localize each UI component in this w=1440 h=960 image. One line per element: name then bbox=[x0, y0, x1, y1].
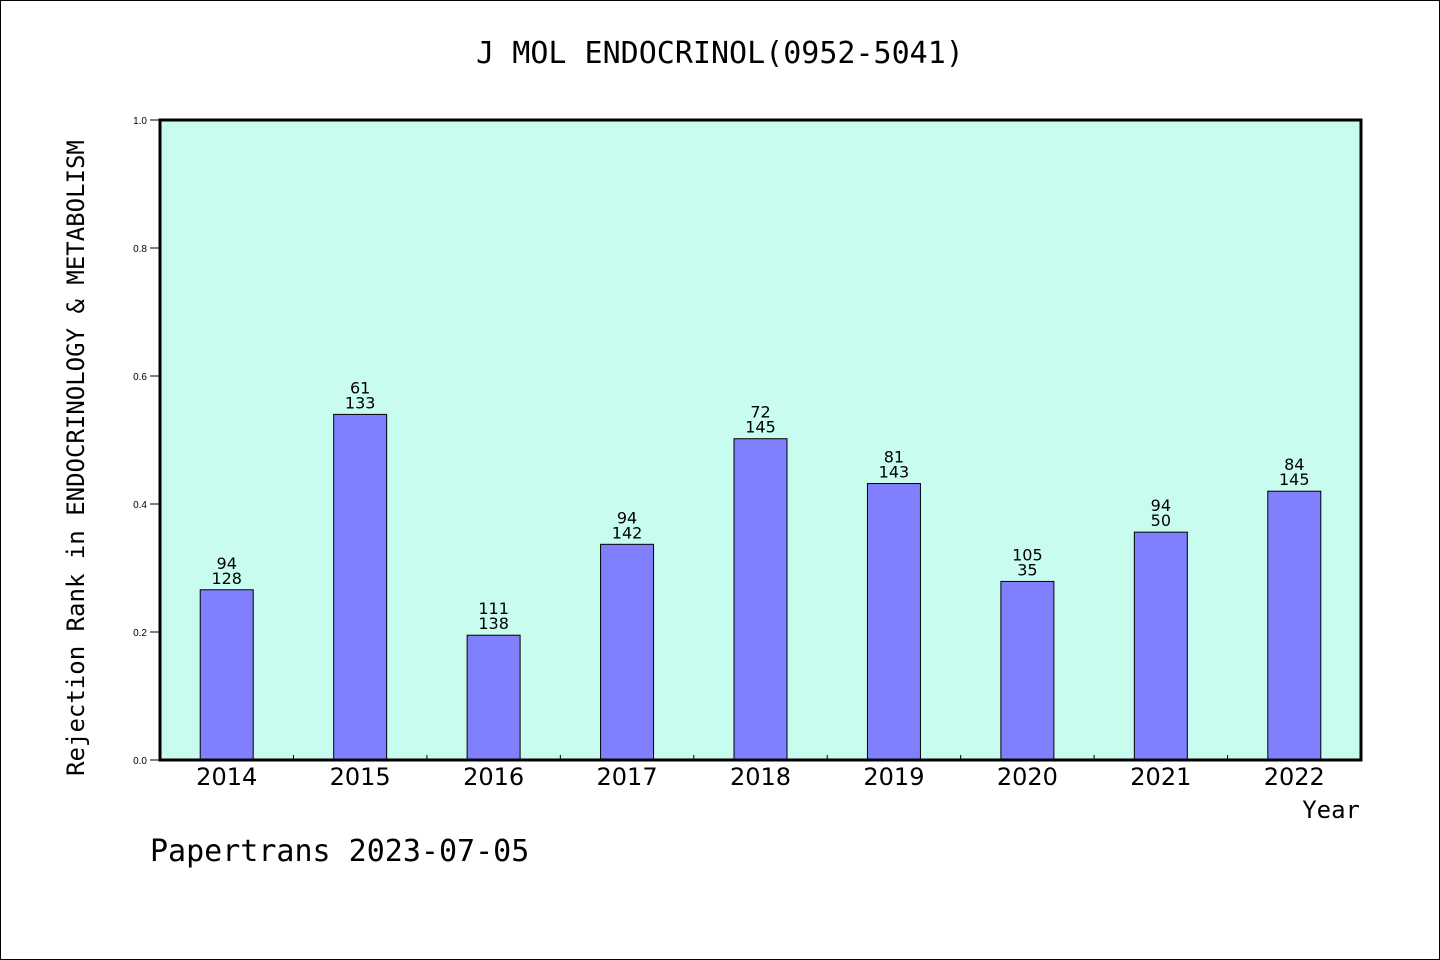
y-tick-label: 0.0 bbox=[133, 756, 147, 767]
bar bbox=[1267, 490, 1322, 761]
x-tick-label: 2019 bbox=[863, 763, 924, 791]
chart-title: J MOL ENDOCRINOL(0952-5041) bbox=[476, 36, 964, 71]
x-tick-label: 2014 bbox=[196, 763, 257, 791]
footer-credit: Papertrans 2023-07-05 bbox=[150, 834, 530, 869]
y-tick-label: 0.4 bbox=[133, 500, 147, 511]
bar-label-bottom: 145 bbox=[745, 418, 776, 437]
bar-label-top: 94 bbox=[1151, 496, 1171, 515]
bar bbox=[199, 589, 254, 761]
bar-label-bottom: 142 bbox=[612, 523, 643, 542]
bar-label-bottom: 50 bbox=[1151, 511, 1171, 530]
x-axis-label: Year bbox=[1302, 796, 1360, 824]
bar bbox=[866, 483, 921, 761]
bar-label-top: 105 bbox=[1012, 545, 1043, 564]
bar-label-bottom: 143 bbox=[879, 463, 910, 482]
x-tick-label: 2017 bbox=[597, 763, 658, 791]
x-tick-label: 2021 bbox=[1130, 763, 1191, 791]
y-tick-label: 0.6 bbox=[133, 372, 147, 383]
bar-label-top: 72 bbox=[750, 403, 770, 422]
bar-label-top: 81 bbox=[884, 448, 904, 467]
bar-label-bottom: 138 bbox=[478, 614, 509, 633]
x-tick-label: 2018 bbox=[730, 763, 791, 791]
bar-label-bottom: 128 bbox=[211, 569, 242, 588]
bar-label-top: 111 bbox=[478, 599, 509, 618]
bar-label-top: 84 bbox=[1284, 455, 1304, 474]
bar-label-top: 61 bbox=[350, 378, 370, 397]
x-tick-label: 2015 bbox=[330, 763, 391, 791]
y-tick-label: 1.0 bbox=[133, 116, 147, 127]
bar bbox=[466, 634, 521, 761]
bar bbox=[600, 543, 655, 761]
bar bbox=[733, 438, 788, 761]
y-tick-label: 0.8 bbox=[133, 244, 147, 255]
plot-border bbox=[158, 118, 1363, 762]
x-tick-label: 2020 bbox=[997, 763, 1058, 791]
x-tick-label: 2016 bbox=[463, 763, 524, 791]
bar bbox=[333, 413, 388, 761]
x-tick-label: 2022 bbox=[1264, 763, 1325, 791]
bar-label-top: 94 bbox=[617, 508, 637, 527]
bar-label-bottom: 145 bbox=[1279, 470, 1310, 489]
bar-label-top: 94 bbox=[217, 554, 237, 573]
bar-label-bottom: 35 bbox=[1017, 560, 1037, 579]
bar-label-bottom: 133 bbox=[345, 393, 376, 412]
bar bbox=[1133, 531, 1188, 761]
y-tick-label: 0.2 bbox=[133, 628, 147, 639]
bar bbox=[1000, 580, 1055, 761]
